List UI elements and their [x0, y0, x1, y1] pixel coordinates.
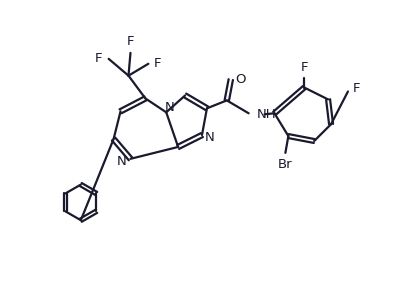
Text: F: F — [301, 61, 308, 74]
Text: F: F — [127, 35, 134, 48]
Text: F: F — [95, 52, 103, 65]
Text: O: O — [236, 73, 246, 86]
Text: N: N — [117, 155, 126, 168]
Text: NH: NH — [256, 108, 276, 121]
Text: N: N — [164, 101, 174, 114]
Text: F: F — [153, 57, 161, 70]
Text: Br: Br — [278, 158, 293, 171]
Text: N: N — [205, 130, 215, 143]
Text: F: F — [353, 82, 360, 95]
